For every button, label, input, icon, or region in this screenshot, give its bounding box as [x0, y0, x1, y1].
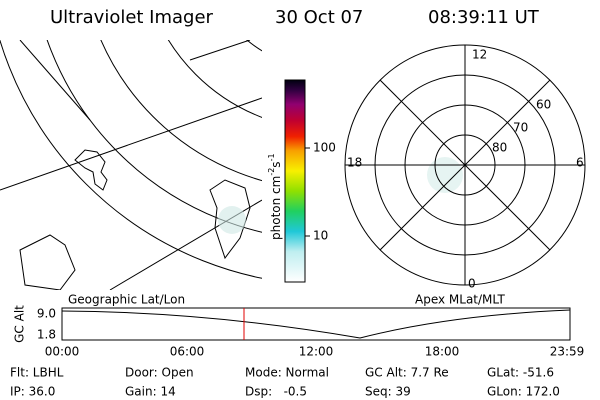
title: Ultraviolet Imager [50, 7, 214, 28]
footer-field: Flt: LBHL [10, 366, 64, 380]
time-tick: 00:00 [45, 345, 80, 359]
time-tick: 12:00 [299, 345, 334, 359]
time-tick: 06:00 [170, 345, 205, 359]
mlat-label: 60 [536, 98, 551, 112]
footer-field: IP: 36.0 [10, 385, 55, 399]
cb-tick-label: 10 [313, 229, 328, 243]
panel-label: Apex MLat/MLT [415, 293, 505, 307]
mlt-label: 12 [472, 48, 487, 62]
cb-unit: photon cm [269, 176, 283, 240]
alt-tick: 1.8 [37, 328, 56, 342]
geo-map [0, 40, 262, 290]
time-tick: 23:59 [550, 345, 585, 359]
footer-field: Gain: 14 [125, 385, 176, 399]
footer-field: Seq: 39 [365, 385, 411, 399]
cb-exp: -1 [267, 153, 276, 161]
cb-label: photon cm-2s-1 [267, 153, 283, 240]
time: 08:39:11 UT [428, 7, 540, 28]
alt-curve [61, 309, 571, 339]
cb-exp: -2 [267, 168, 276, 176]
footer-field: Mode: Normal [245, 366, 329, 380]
mlt-label: 6 [576, 156, 584, 170]
cb-unit: s [269, 161, 283, 167]
mlt-label: 0 [468, 277, 476, 291]
footer-field: GLat: -51.6 [487, 366, 554, 380]
alt-tick: 9.0 [37, 307, 56, 321]
footer: Flt: LBHL Door: Open Mode: Normal GC Alt: 7… [10, 366, 560, 399]
date: 30 Oct 07 [275, 7, 363, 28]
footer-field: GC Alt: 7.7 Re [365, 366, 449, 380]
mlat-label: 70 [513, 121, 528, 135]
colorbar [284, 79, 306, 283]
footer-field: GLon: 172.0 [487, 385, 560, 399]
alt-plot [61, 307, 571, 341]
mlt-label: 18 [347, 156, 362, 170]
footer-field: Door: Open [125, 366, 194, 380]
cb-tick-label: 100 [313, 141, 336, 155]
mlat-label: 80 [492, 141, 507, 155]
alt-axis-label: GC Alt [13, 305, 27, 343]
time-tick: 18:00 [425, 345, 460, 359]
panel-label: Geographic Lat/Lon [68, 293, 185, 307]
polar-grid [344, 44, 586, 286]
footer-field: Dsp: -0.5 [245, 385, 307, 399]
